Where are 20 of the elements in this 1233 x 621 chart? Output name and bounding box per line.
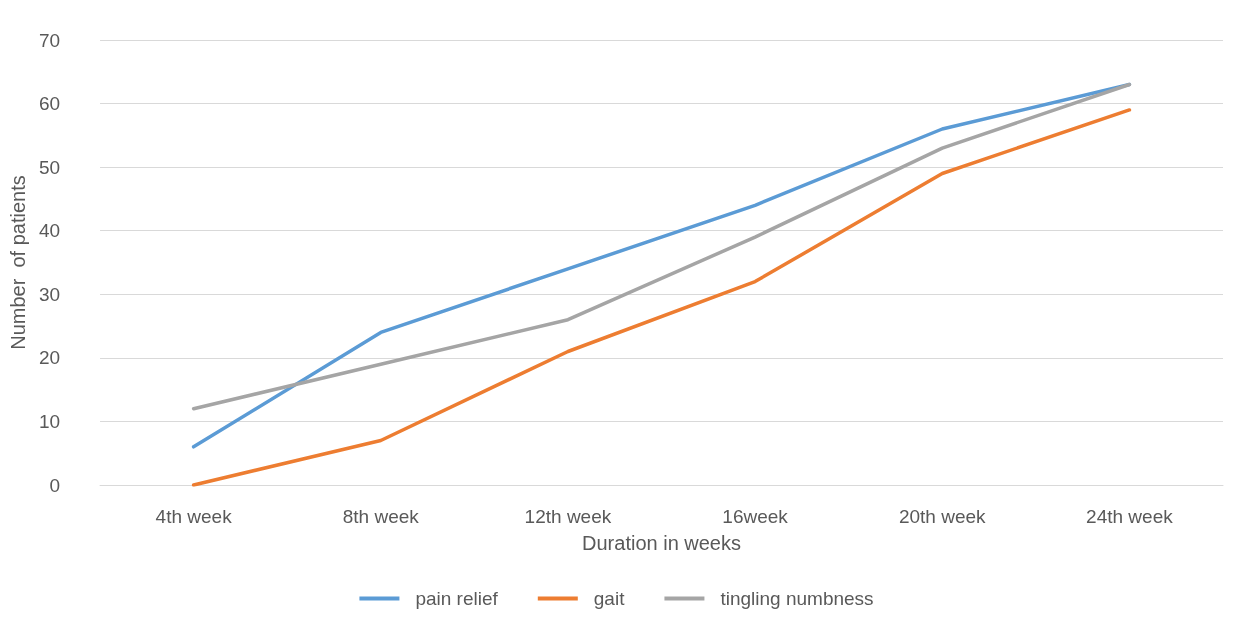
legend-label: gait [593, 588, 626, 609]
y-tick-label: 50 [38, 156, 61, 178]
y-axis-title: Number of patients [7, 175, 29, 350]
x-tick-label: 8th week [342, 506, 420, 527]
x-tick-label: 12th week [524, 506, 612, 527]
legend-label: pain relief [415, 588, 499, 609]
y-tick-label: 20 [38, 347, 61, 369]
y-tick-label: 60 [38, 93, 61, 115]
x-tick-label: 24th week [1086, 506, 1174, 527]
line-series [191, 108, 1132, 487]
y-tick-label: 30 [38, 283, 61, 305]
y-tick-label: 70 [38, 29, 61, 51]
x-tick-label: 4th week [155, 506, 233, 527]
x-axis-title: Duration in weeks [582, 532, 741, 554]
x-tick-label: 20th week [898, 506, 987, 527]
legend-label: tingling numbness [720, 588, 874, 609]
y-tick-label: 0 [49, 474, 61, 496]
y-tick-label: 40 [38, 220, 61, 242]
x-tick-label: 16week [722, 506, 789, 527]
y-tick-label: 10 [38, 410, 61, 432]
